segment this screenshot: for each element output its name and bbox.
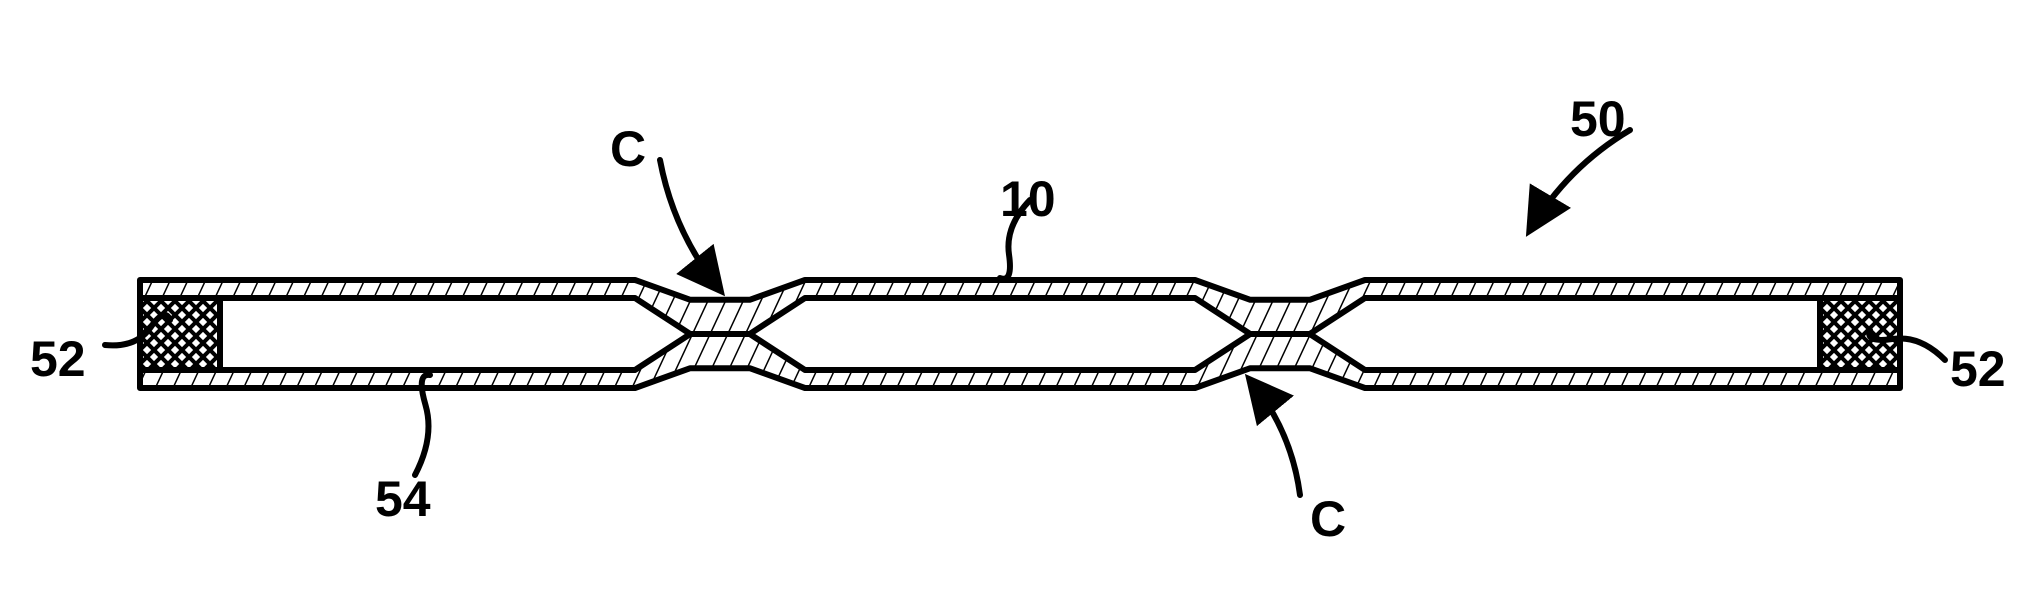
figure-svg xyxy=(0,0,2042,614)
arrow-C-top xyxy=(660,160,720,290)
bottom-plate xyxy=(140,334,1900,388)
label-C-bot: C xyxy=(1310,490,1346,548)
top-plate xyxy=(140,280,1900,334)
label-50: 50 xyxy=(1570,90,1626,148)
label-54: 54 xyxy=(375,470,431,528)
sealant-right xyxy=(1820,298,1900,370)
label-10: 10 xyxy=(1000,170,1056,228)
label-52-left: 52 xyxy=(30,330,86,388)
arrow-C-bot xyxy=(1250,380,1300,495)
sealant-left xyxy=(140,298,220,370)
label-C-top: C xyxy=(610,120,646,178)
figure-root: 50 10 C C 52 52 54 xyxy=(0,0,2042,614)
label-52-right: 52 xyxy=(1950,340,2006,398)
